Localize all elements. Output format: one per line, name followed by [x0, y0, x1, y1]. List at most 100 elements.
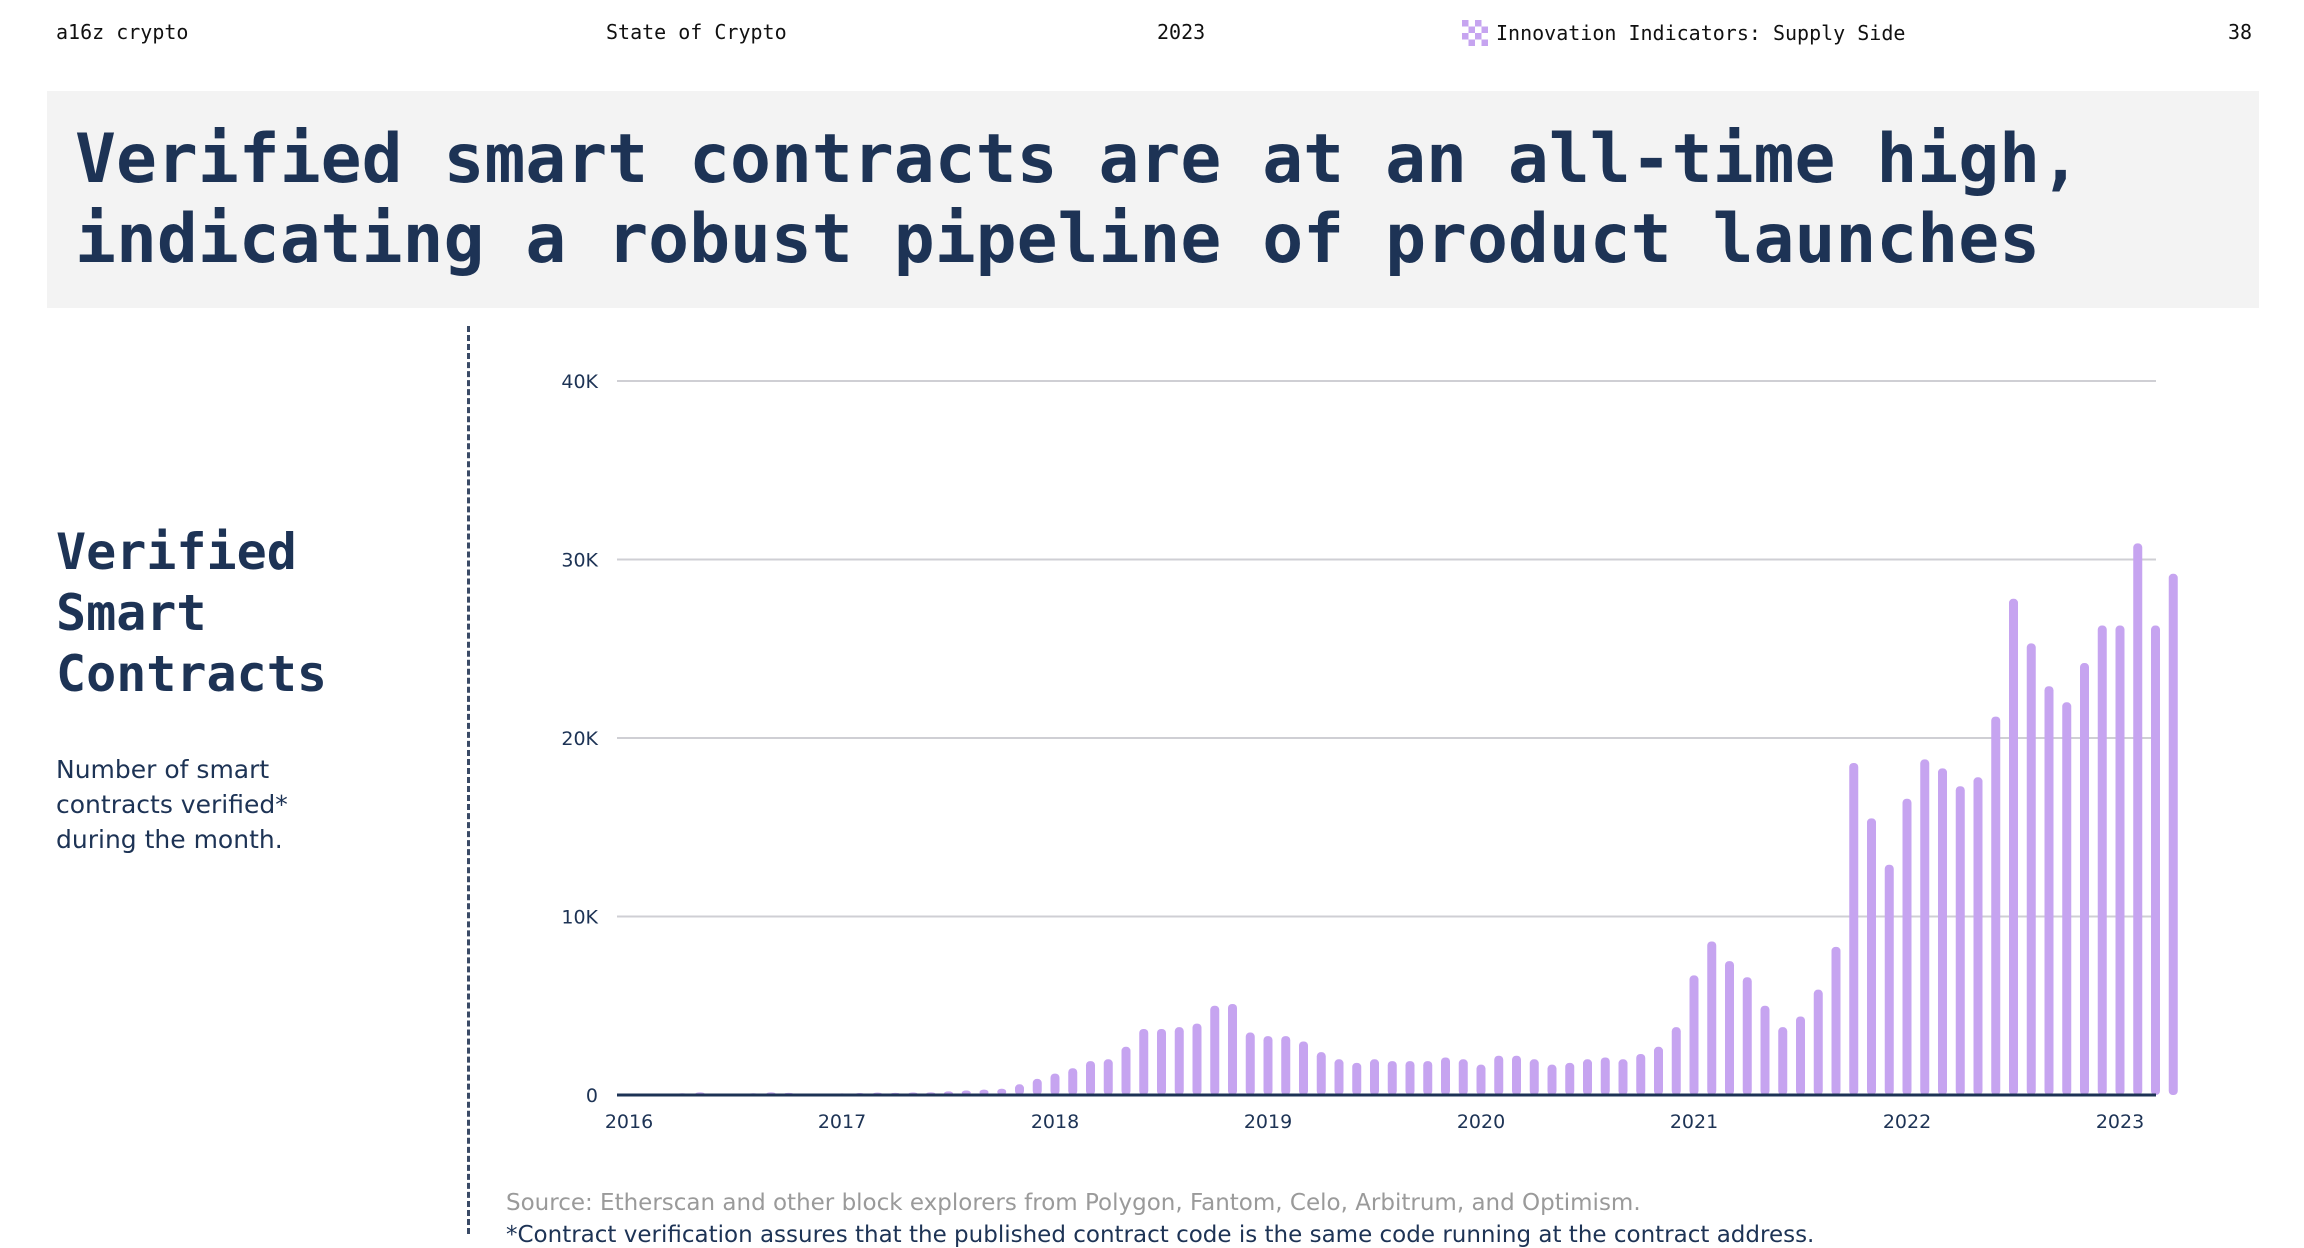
y-tick-label: 20K	[561, 728, 598, 750]
page-number: 38	[2228, 20, 2253, 44]
bar	[1210, 1005, 1220, 1095]
bar	[1725, 961, 1734, 1095]
bar	[2009, 598, 2018, 1095]
bar	[1192, 1023, 1202, 1095]
bar	[1245, 1032, 1255, 1095]
chart-description: Number of smart contracts verified* duri…	[56, 755, 288, 854]
bar	[2097, 625, 2107, 1095]
bar	[997, 1088, 1007, 1095]
bar	[1991, 716, 2001, 1095]
verified-contracts-bar-chart: 0 10K 20K 30K 40K 2016 2017 2018 2019 2020 2021 202…	[561, 371, 2178, 1133]
brand-label: a16z crypto	[56, 20, 189, 44]
bar	[1103, 1059, 1113, 1095]
bar	[1671, 1027, 1681, 1095]
section-title: Innovation Indicators: Supply Side	[1496, 21, 1906, 45]
bar	[1600, 1057, 1610, 1095]
bar	[1902, 798, 1912, 1095]
x-tick-label: 2017	[818, 1111, 866, 1133]
bar	[2168, 573, 2178, 1095]
y-tick-label: 10K	[561, 907, 598, 929]
bar-layer	[624, 543, 2178, 1095]
bar	[1263, 1036, 1273, 1095]
bar	[1742, 977, 1752, 1095]
bar	[1370, 1059, 1379, 1095]
bar	[1441, 1057, 1450, 1095]
footnote: *Contract verification assures that the …	[506, 1222, 1815, 1248]
bar	[1654, 1046, 1663, 1095]
bar	[1228, 1003, 1237, 1095]
bar	[1352, 1062, 1362, 1095]
bar	[1032, 1078, 1042, 1095]
bar	[1920, 759, 1930, 1095]
bar	[1050, 1073, 1060, 1095]
bar	[1547, 1064, 1557, 1095]
bar	[1281, 1036, 1291, 1095]
bar	[1068, 1068, 1078, 1095]
bar	[1583, 1059, 1592, 1095]
checker-icon	[1462, 20, 1488, 46]
bar	[1565, 1062, 1575, 1095]
y-tick-label: 0	[586, 1085, 598, 1107]
bar	[1849, 762, 1859, 1095]
bar	[1139, 1028, 1149, 1095]
bar	[1831, 946, 1841, 1095]
x-tick-label: 2020	[1457, 1111, 1505, 1133]
bar	[1636, 1053, 1646, 1095]
headline-banner	[47, 91, 2259, 308]
bar	[1512, 1055, 1521, 1095]
bar	[1813, 989, 1823, 1095]
bar	[1618, 1059, 1628, 1095]
grid-layer	[617, 380, 2156, 918]
bar	[1867, 818, 1876, 1095]
bar	[1015, 1084, 1024, 1095]
x-tick-label: 2022	[1883, 1111, 1931, 1133]
side-title-line-1: Verified	[56, 523, 297, 581]
bar	[1529, 1059, 1539, 1095]
bar	[1938, 768, 1947, 1095]
section-label: Innovation Indicators: Supply Side	[1462, 20, 1905, 46]
bar	[1405, 1061, 1415, 1095]
bar	[1299, 1041, 1308, 1095]
report-year: 2023	[1157, 20, 1206, 44]
bar	[1494, 1055, 1504, 1095]
bar	[1476, 1064, 1486, 1095]
bar	[1955, 786, 1965, 1095]
bar	[1086, 1061, 1095, 1095]
bar	[1157, 1028, 1166, 1095]
bar	[1884, 864, 1894, 1095]
bar	[1973, 777, 1983, 1095]
bar	[1778, 1027, 1788, 1095]
bar	[1316, 1052, 1326, 1095]
chart-side-title: Verified Smart Contracts	[56, 522, 436, 705]
x-tick-label: 2016	[605, 1111, 653, 1133]
bar	[1458, 1059, 1468, 1095]
bar	[1387, 1061, 1397, 1095]
top-header-bar: a16z crypto State of Crypto 2023 Innovat…	[0, 20, 2304, 50]
bar	[1796, 1016, 1805, 1095]
bar	[1174, 1027, 1184, 1095]
axis-layer: 0 10K 20K 30K 40K 2016 2017 2018 2019 2020 2021 202…	[561, 371, 2156, 1133]
x-tick-label: 2018	[1031, 1111, 1079, 1133]
bar	[1760, 1005, 1770, 1095]
bar	[2062, 702, 2072, 1095]
bar	[1334, 1059, 1344, 1095]
source-note: Source: Etherscan and other block explor…	[506, 1190, 1641, 1216]
bar	[1423, 1061, 1433, 1095]
report-title: State of Crypto	[606, 20, 787, 44]
bar	[2151, 625, 2160, 1095]
bar	[1689, 975, 1699, 1095]
dashed-divider	[467, 326, 470, 1234]
y-tick-label: 30K	[561, 550, 598, 572]
headline-line-2: indicating a robust pipeline of product …	[75, 200, 2041, 279]
x-tick-label: 2021	[1670, 1111, 1718, 1133]
side-title-line-2: Smart	[56, 584, 207, 642]
y-tick-label: 40K	[561, 371, 598, 393]
headline-line-1: Verified smart contracts are at an all-t…	[75, 120, 2082, 199]
page-headline: Verified smart contracts are at an all-t…	[75, 120, 2245, 280]
bar	[1121, 1046, 1131, 1095]
x-tick-label: 2019	[1244, 1111, 1292, 1133]
side-title-line-3: Contracts	[56, 645, 327, 703]
x-tick-label: 2023	[2096, 1111, 2144, 1133]
bar	[2044, 686, 2054, 1095]
bar	[2133, 543, 2143, 1095]
